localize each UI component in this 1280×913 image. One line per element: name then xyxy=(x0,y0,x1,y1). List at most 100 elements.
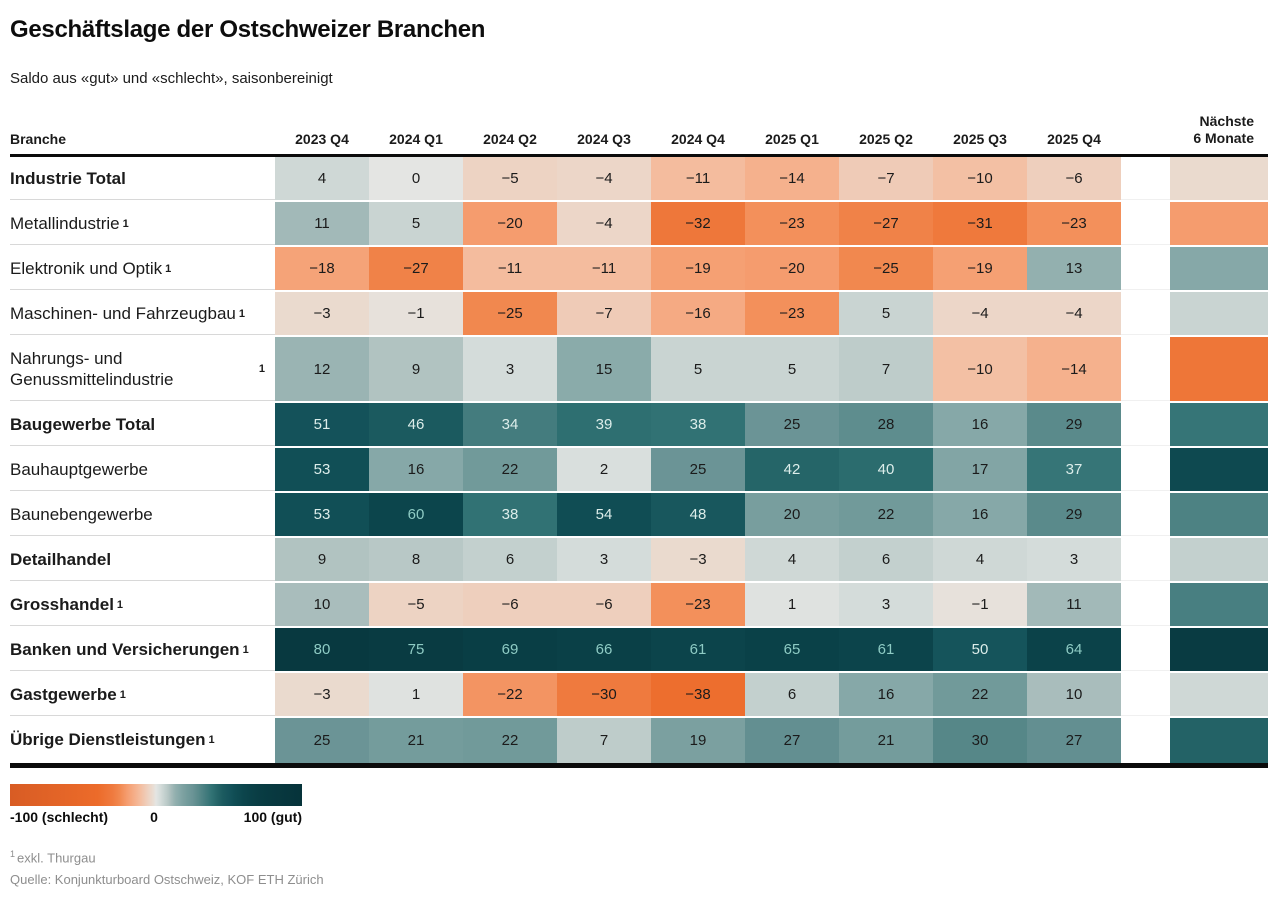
next6-cell xyxy=(1170,247,1268,292)
heatmap-cell: 7 xyxy=(557,718,651,763)
heatmap-cell: 69 xyxy=(463,628,557,673)
table-row: Baunebengewerbe 53 60 38 54 48 20 22 16 29 xyxy=(10,493,1268,538)
heatmap-cell: −1 xyxy=(933,583,1027,628)
heatmap-cell: −3 xyxy=(275,292,369,337)
heatmap-cell: 42 xyxy=(745,448,839,493)
heatmap-cell: −20 xyxy=(463,202,557,247)
next6-cell xyxy=(1170,403,1268,448)
heatmap-cell: −19 xyxy=(933,247,1027,292)
heatmap-cell: 4 xyxy=(933,538,1027,583)
heatmap-cell: 17 xyxy=(933,448,1027,493)
heatmap-cell: 80 xyxy=(275,628,369,673)
heatmap-cell: 8 xyxy=(369,538,463,583)
heatmap-cell: −16 xyxy=(651,292,745,337)
next6-cell xyxy=(1170,628,1268,673)
heatmap-cell: −14 xyxy=(745,157,839,202)
heatmap-cell: 6 xyxy=(839,538,933,583)
heatmap-cell: −4 xyxy=(1027,292,1121,337)
legend-gradient-bar xyxy=(10,784,302,806)
row-label: Banken und Versicherungen 1 xyxy=(10,628,275,673)
heatmap-cell: 27 xyxy=(1027,718,1121,763)
table-row: Metallindustrie 1 11 5 −20 −4 −32 −23 −27 −31 −23 xyxy=(10,202,1268,247)
next6-cell xyxy=(1170,673,1268,718)
gap-cell xyxy=(1121,673,1170,718)
heatmap-cell: 66 xyxy=(557,628,651,673)
table-row: Detailhandel 9 8 6 3 −3 4 6 4 3 xyxy=(10,538,1268,583)
footnote: 1 exkl. Thurgau xyxy=(10,849,1268,865)
heatmap-cell: 0 xyxy=(369,157,463,202)
heatmap-cell: −23 xyxy=(745,292,839,337)
heatmap-cell: 2 xyxy=(557,448,651,493)
heatmap-cell: −38 xyxy=(651,673,745,718)
heatmap-cell: 50 xyxy=(933,628,1027,673)
column-header-next6: Nächste 6 Monate xyxy=(1193,113,1254,146)
heatmap-cell: 5 xyxy=(651,337,745,403)
heatmap-cell: 4 xyxy=(275,157,369,202)
gap-cell xyxy=(1121,337,1170,403)
column-header: 2025 Q4 xyxy=(1047,131,1101,147)
column-header: 2024 Q4 xyxy=(671,131,725,147)
heatmap-cell: 16 xyxy=(933,493,1027,538)
next6-cell xyxy=(1170,202,1268,247)
heatmap-cell: −18 xyxy=(275,247,369,292)
heatmap-cell: 48 xyxy=(651,493,745,538)
heatmap-cell: 38 xyxy=(463,493,557,538)
heatmap-cell: 54 xyxy=(557,493,651,538)
gap-cell xyxy=(1121,493,1170,538)
heatmap-cell: 61 xyxy=(651,628,745,673)
table-row: Elektronik und Optik 1 −18 −27 −11 −11 −19 −20−… xyxy=(10,247,1268,292)
source-line: Quelle: Konjunkturboard Ostschweiz, KOF … xyxy=(10,872,324,888)
heatmap-cell: 9 xyxy=(369,337,463,403)
gap-cell xyxy=(1121,448,1170,493)
page-title: Geschäftslage der Ostschweizer Branchen xyxy=(10,16,486,43)
heatmap-cell: 25 xyxy=(651,448,745,493)
heatmap-cell: 22 xyxy=(933,673,1027,718)
heatmap-cell: 21 xyxy=(369,718,463,763)
row-label: Übrige Dienstleistungen 1 xyxy=(10,718,275,763)
heatmap-cell: 5 xyxy=(839,292,933,337)
heatmap-cell: 53 xyxy=(275,493,369,538)
heatmap-cell: 40 xyxy=(839,448,933,493)
row-label: Grosshandel 1 xyxy=(10,583,275,628)
heatmap-cell: −22 xyxy=(463,673,557,718)
legend-labels: -100 (schlecht) 0 100 (gut) xyxy=(10,809,302,827)
heatmap-cell: −4 xyxy=(557,202,651,247)
heatmap-cell: 6 xyxy=(463,538,557,583)
heatmap-cell: 7 xyxy=(839,337,933,403)
heatmap-cell: 15 xyxy=(557,337,651,403)
heatmap-cell: −19 xyxy=(651,247,745,292)
gap-cell xyxy=(1121,718,1170,763)
heatmap-cell: −11 xyxy=(463,247,557,292)
table-body: Industrie Total 4 0 −5 −4 −11 −14 −7 −10 −6 Metall… xyxy=(10,157,1268,763)
heatmap-cell: −5 xyxy=(369,583,463,628)
heatmap-cell: −10 xyxy=(933,157,1027,202)
heatmap-cell: −7 xyxy=(839,157,933,202)
heatmap-cell: 20 xyxy=(745,493,839,538)
heatmap-cell: −4 xyxy=(557,157,651,202)
heatmap-cell: 16 xyxy=(369,448,463,493)
next6-cell xyxy=(1170,448,1268,493)
next6-cell xyxy=(1170,583,1268,628)
heatmap-cell: 75 xyxy=(369,628,463,673)
heatmap-cell: 46 xyxy=(369,403,463,448)
heatmap-cell: −20 xyxy=(745,247,839,292)
gap-cell xyxy=(1121,157,1170,202)
heatmap-cell: −5 xyxy=(463,157,557,202)
heatmap-cell: −25 xyxy=(463,292,557,337)
table-row: Baugewerbe Total 51 46 34 39 38 25 28 16 29 xyxy=(10,403,1268,448)
gap-cell xyxy=(1121,403,1170,448)
heatmap-cell: 22 xyxy=(463,718,557,763)
heatmap-cell: 5 xyxy=(369,202,463,247)
heatmap-cell: 3 xyxy=(557,538,651,583)
table-row: Grosshandel 1 10 −5 −6 −6 −23 1 3 −1 11 xyxy=(10,583,1268,628)
row-label: Baunebengewerbe xyxy=(10,493,275,538)
gap-cell xyxy=(1121,583,1170,628)
gap-cell xyxy=(1121,247,1170,292)
footnote-text: exkl. Thurgau xyxy=(17,850,96,866)
table-row: Banken und Versicherungen 1 80 75 69 66 61 65 61… xyxy=(10,628,1268,673)
heatmap-cell: −23 xyxy=(745,202,839,247)
heatmap-cell: 25 xyxy=(275,718,369,763)
heatmap-cell: 39 xyxy=(557,403,651,448)
heatmap-cell: −3 xyxy=(275,673,369,718)
heatmap-table: Branche 2023 Q4 2024 Q1 2024 Q2 2024 Q3 2024… xyxy=(10,113,1268,768)
